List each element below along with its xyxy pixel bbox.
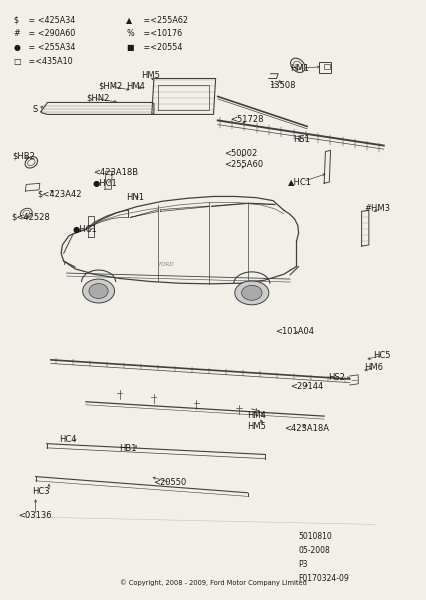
Text: HS1: HS1 bbox=[292, 135, 309, 144]
Text: ●: ● bbox=[14, 43, 20, 52]
Text: HS2: HS2 bbox=[328, 373, 345, 382]
Text: HC5: HC5 bbox=[372, 350, 390, 359]
Ellipse shape bbox=[234, 281, 268, 305]
Ellipse shape bbox=[89, 284, 108, 299]
Text: <423A18B: <423A18B bbox=[93, 168, 138, 177]
Text: HM1: HM1 bbox=[289, 64, 308, 73]
Text: $<423A42: $<423A42 bbox=[37, 190, 81, 199]
Text: FORD: FORD bbox=[158, 262, 174, 266]
Text: 5010810: 5010810 bbox=[298, 532, 331, 541]
Text: #HM3: #HM3 bbox=[364, 204, 390, 213]
Text: F0170324-09: F0170324-09 bbox=[298, 574, 348, 583]
Text: ■: ■ bbox=[126, 43, 133, 52]
Bar bbox=[323, 64, 329, 69]
Text: $HM2: $HM2 bbox=[98, 81, 123, 90]
Text: HM5: HM5 bbox=[141, 71, 160, 80]
Text: = <255A34: = <255A34 bbox=[26, 43, 75, 52]
Text: HN1: HN1 bbox=[126, 193, 144, 202]
Text: $: $ bbox=[14, 16, 18, 25]
Polygon shape bbox=[130, 209, 158, 217]
Text: $<42528: $<42528 bbox=[12, 213, 50, 222]
Text: P3: P3 bbox=[298, 560, 308, 569]
Text: HB1: HB1 bbox=[119, 444, 136, 453]
Text: <03136: <03136 bbox=[17, 511, 51, 520]
Text: HC3: HC3 bbox=[32, 487, 50, 496]
Text: 13508: 13508 bbox=[268, 81, 295, 90]
Text: ●HC1: ●HC1 bbox=[72, 226, 97, 235]
Polygon shape bbox=[211, 203, 247, 206]
Text: □: □ bbox=[14, 57, 21, 66]
Text: HM4: HM4 bbox=[126, 82, 145, 91]
Ellipse shape bbox=[241, 286, 262, 300]
Ellipse shape bbox=[83, 279, 114, 303]
Text: <51728: <51728 bbox=[229, 115, 262, 124]
Polygon shape bbox=[160, 206, 209, 211]
Text: HM6: HM6 bbox=[364, 362, 383, 371]
Text: = <425A34: = <425A34 bbox=[26, 16, 75, 25]
Polygon shape bbox=[249, 203, 275, 205]
Text: =<20554: =<20554 bbox=[141, 43, 182, 52]
Text: © Copyright, 2008 - 2009, Ford Motor Company Limited: © Copyright, 2008 - 2009, Ford Motor Com… bbox=[120, 580, 306, 586]
Text: =<255A62: =<255A62 bbox=[141, 16, 188, 25]
Text: $HN2: $HN2 bbox=[86, 94, 109, 103]
Bar bbox=[318, 62, 330, 73]
Text: <255A60: <255A60 bbox=[224, 160, 263, 169]
Text: %: % bbox=[126, 29, 134, 38]
Text: 05-2008: 05-2008 bbox=[298, 546, 330, 555]
Text: =<435A10: =<435A10 bbox=[26, 57, 73, 66]
Text: #: # bbox=[14, 29, 20, 38]
Text: <20550: <20550 bbox=[153, 478, 186, 487]
Text: ▲: ▲ bbox=[126, 16, 132, 25]
Text: = <290A60: = <290A60 bbox=[26, 29, 75, 38]
Text: <50002: <50002 bbox=[224, 149, 257, 158]
Text: S: S bbox=[32, 105, 38, 114]
Text: HC4: HC4 bbox=[59, 435, 77, 444]
Text: <423A18A: <423A18A bbox=[283, 424, 328, 433]
Text: ▲HC1: ▲HC1 bbox=[287, 177, 311, 186]
Text: =<10176: =<10176 bbox=[141, 29, 182, 38]
Text: HM5: HM5 bbox=[246, 422, 265, 431]
Text: $HB2: $HB2 bbox=[13, 151, 35, 160]
Text: <101A04: <101A04 bbox=[275, 327, 314, 336]
Text: <29144: <29144 bbox=[289, 382, 322, 391]
Text: HM4: HM4 bbox=[246, 411, 265, 420]
Text: ●HC1: ●HC1 bbox=[92, 179, 117, 188]
